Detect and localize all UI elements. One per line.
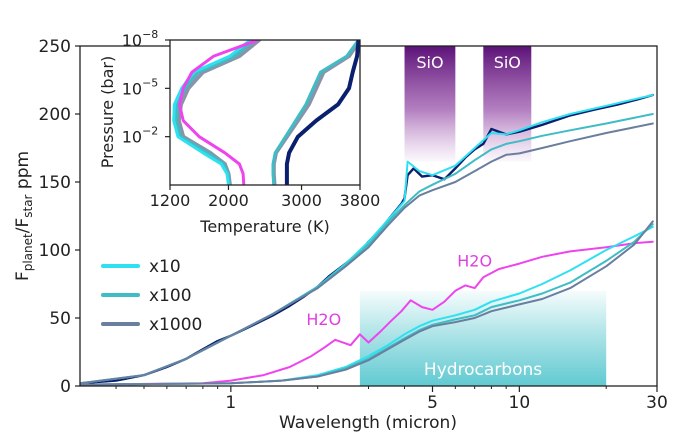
inset-x-tick-label: 3000 — [281, 191, 322, 210]
band-1 — [483, 46, 532, 162]
main-axis-ticks: 0 50 100 150 200 250 1 5 10 30 — [39, 37, 668, 413]
band-label-0: SiO — [416, 53, 443, 72]
inset-y-tick-label: 10−8 — [122, 28, 159, 50]
x-tick-label: 30 — [646, 393, 668, 413]
y-tick-label: 100 — [39, 241, 71, 261]
series-line-7 — [80, 220, 654, 386]
band-label-1: SiO — [494, 53, 521, 72]
inset-chart: 1200 2000 3000 3800 10−8 10−5 10−2 Temperature… — [98, 28, 380, 236]
ylabel-main: F — [13, 271, 33, 281]
x-tick-label: 10 — [509, 393, 531, 413]
inset-x-axis-label: Temperature (K) — [199, 217, 329, 236]
ylabel-tail: ppm — [13, 151, 33, 195]
band-0 — [404, 46, 456, 162]
inset-series-line-2 — [172, 40, 252, 185]
inset-x-tick-label: 3800 — [340, 191, 381, 210]
legend-label-2: x1000 — [149, 315, 202, 335]
ylabel-sub-star: star — [21, 194, 35, 217]
inset-series-line-6 — [284, 40, 360, 185]
y-tick-label: 150 — [39, 173, 71, 193]
annotation-layer: H2O H2O — [306, 251, 492, 328]
inset-series-line-5 — [271, 40, 360, 185]
legend-label-1: x100 — [149, 286, 192, 306]
inset-y-axis-label: Pressure (bar) — [98, 56, 117, 168]
bands-layer: SiO SiO Hydrocarbons — [359, 46, 607, 386]
x-tick-label: 1 — [225, 393, 236, 413]
inset-series-line-3 — [178, 40, 260, 185]
inset-plot-frame — [169, 39, 361, 186]
main-series-layer — [80, 93, 654, 386]
inset-y-tick-label: 10−5 — [122, 76, 159, 98]
x-tick-label: 5 — [427, 393, 438, 413]
ylabel-sub-planet: planet — [21, 233, 35, 271]
inset-x-tick-label: 2000 — [208, 191, 249, 210]
inset-series-layer — [172, 40, 360, 185]
y-tick-label: 50 — [49, 309, 71, 329]
legend-label-0: x10 — [149, 257, 181, 277]
y-tick-label: 250 — [39, 37, 71, 57]
inset-axis-ticks: 1200 2000 3000 3800 10−8 10−5 10−2 — [122, 28, 381, 210]
band-label-2: Hydrocarbons — [424, 360, 542, 380]
ylabel-mid: /F — [13, 218, 33, 234]
series-line-3 — [80, 122, 654, 385]
inset-x-tick-label: 1200 — [150, 191, 191, 210]
series-line-4 — [80, 240, 654, 386]
y-tick-label: 0 — [60, 377, 71, 397]
legend: x10 x100 x1000 — [101, 257, 202, 335]
inset-background — [170, 40, 360, 185]
main-x-axis-label: Wavelength (micron) — [279, 413, 457, 433]
series-line-5 — [80, 225, 654, 386]
y-tick-label: 200 — [39, 105, 71, 125]
annotation-h2o-0: H2O — [306, 310, 341, 329]
annotation-h2o-1: H2O — [457, 251, 492, 270]
inset-y-tick-label: 10−2 — [122, 125, 159, 147]
main-y-axis-label: Fplanet/Fstar ppm — [13, 151, 35, 281]
